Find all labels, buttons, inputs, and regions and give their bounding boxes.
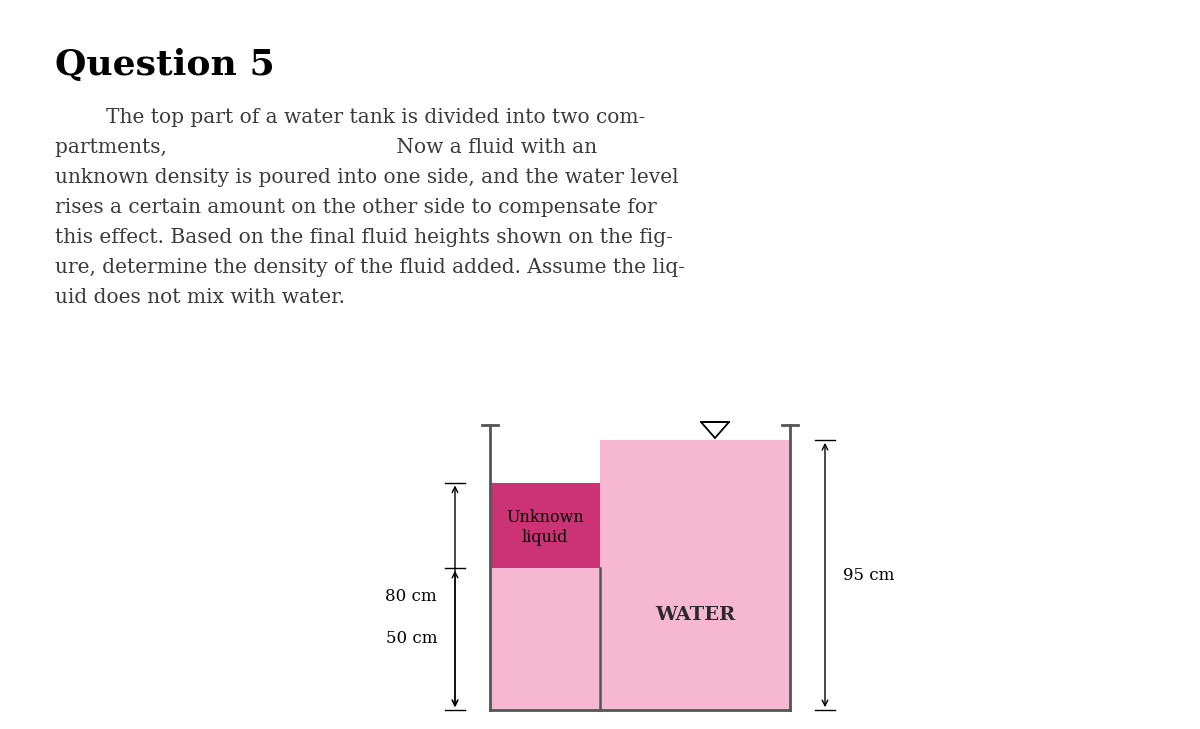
Bar	[490, 483, 600, 568]
Text: rises a certain amount on the other side to compensate for: rises a certain amount on the other side…	[55, 198, 656, 217]
Text: 95 cm: 95 cm	[842, 566, 894, 583]
Text: Unknown: Unknown	[506, 509, 584, 526]
Bar	[490, 568, 600, 710]
Text: Question 5: Question 5	[55, 48, 275, 82]
Text: this effect. Based on the final fluid heights shown on the fig-: this effect. Based on the final fluid he…	[55, 228, 673, 247]
Text: unknown density is poured into one side, and the water level: unknown density is poured into one side,…	[55, 168, 679, 187]
Text: WATER: WATER	[655, 606, 736, 624]
Text: liquid: liquid	[522, 529, 568, 546]
Text: The top part of a water tank is divided into two com-: The top part of a water tank is divided …	[55, 108, 646, 127]
Text: uid does not mix with water.: uid does not mix with water.	[55, 288, 346, 307]
Text: 50 cm: 50 cm	[385, 631, 437, 647]
Bar	[600, 440, 790, 710]
Text: ure, determine the density of the fluid added. Assume the liq-: ure, determine the density of the fluid …	[55, 258, 685, 277]
Text: 80 cm: 80 cm	[385, 588, 437, 605]
Text: partments,                                    Now a fluid with an: partments, Now a fluid with an	[55, 138, 598, 157]
